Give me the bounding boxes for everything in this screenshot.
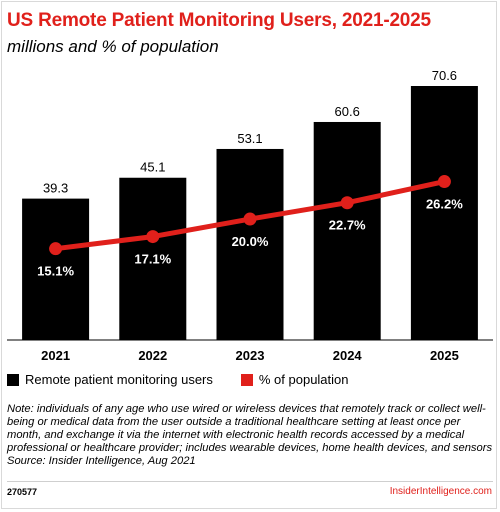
- x-tick-label: 2024: [333, 348, 363, 363]
- legend-label-line: % of population: [258, 372, 349, 387]
- legend-swatch-bars: [7, 373, 19, 386]
- bar-2022: [119, 177, 187, 340]
- x-tick-label: 2023: [236, 348, 265, 363]
- bar-value-label: 39.3: [43, 181, 68, 196]
- population-point-2025: [437, 175, 451, 189]
- chart-id: 270577: [7, 487, 38, 497]
- footer-divider: [7, 481, 493, 482]
- population-point-2022: [146, 230, 160, 244]
- bar-2025: [410, 86, 478, 340]
- population-label: 22.7%: [329, 218, 366, 233]
- x-tick-label: 2021: [41, 348, 70, 363]
- bar-2021: [22, 198, 90, 340]
- bar-value-label: 60.6: [335, 104, 360, 119]
- legend-label-bars: Remote patient monitoring users: [25, 372, 213, 387]
- chart-plot: 39.3 2021 45.1 2022 53.1 2023 60.6 2024 70.6 2025…: [7, 68, 493, 363]
- population-label: 20.0%: [232, 234, 269, 249]
- note-source: Source: Insider Intelligence, Aug 2021: [7, 455, 196, 467]
- legend-item-bars: Remote patient monitoring users: [7, 372, 213, 387]
- note-text: Note: individuals of any age who use wir…: [7, 403, 493, 454]
- population-label: 26.2%: [426, 197, 463, 212]
- chart-legend: Remote patient monitoring users % of pop…: [7, 372, 377, 387]
- population-point-2021: [49, 242, 63, 256]
- legend-item-line: % of population: [240, 372, 349, 387]
- bar-value-label: 70.6: [432, 68, 457, 83]
- x-tick-label: 2022: [138, 348, 167, 363]
- chart-subtitle: millions and % of population: [7, 37, 219, 56]
- bar-2024: [313, 121, 381, 340]
- population-point-2024: [340, 196, 354, 210]
- brand-link[interactable]: InsiderIntelligence.com: [389, 486, 492, 497]
- bar-value-label: 45.1: [140, 160, 165, 175]
- chart-note: Note: individuals of any age who use wir…: [7, 403, 495, 468]
- bar-value-label: 53.1: [237, 131, 262, 146]
- population-label: 15.1%: [37, 264, 74, 279]
- chart-title: US Remote Patient Monitoring Users, 2021…: [7, 10, 431, 31]
- bar-2023: [216, 148, 284, 340]
- population-label: 17.1%: [134, 252, 171, 267]
- legend-swatch-line: [240, 373, 253, 386]
- population-point-2023: [243, 212, 257, 226]
- x-tick-label: 2025: [430, 348, 459, 363]
